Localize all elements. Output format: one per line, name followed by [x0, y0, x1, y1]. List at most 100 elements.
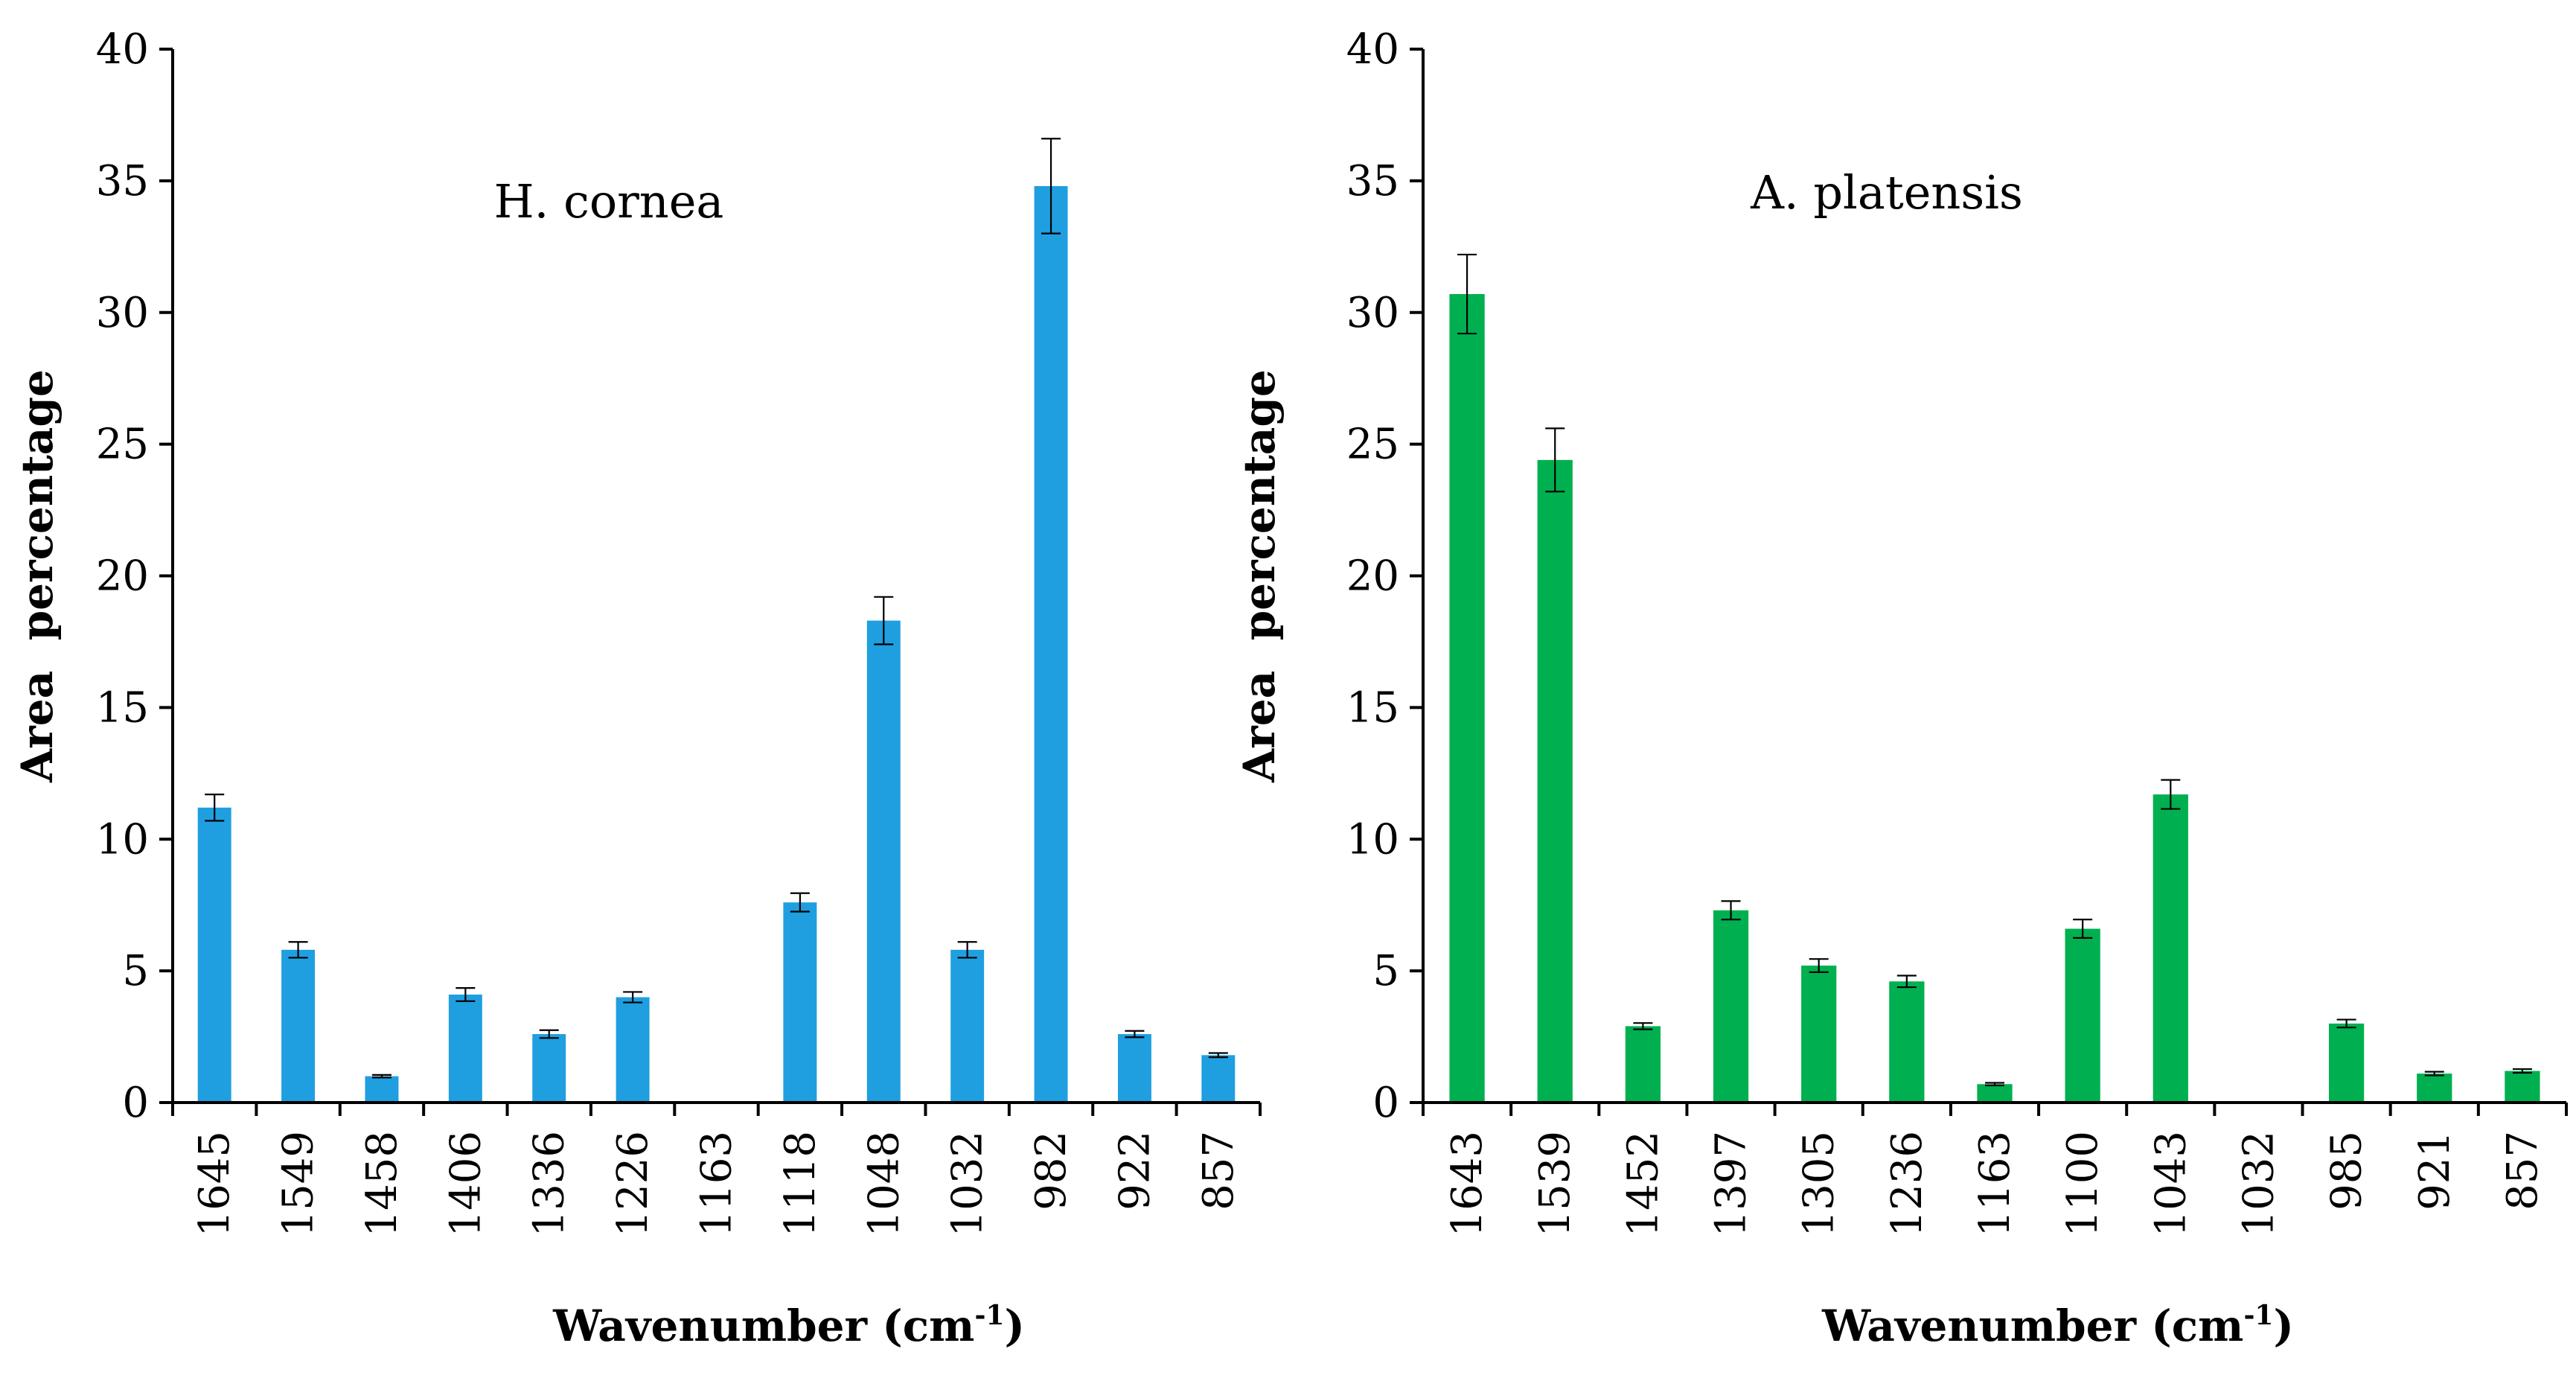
x-tick-label: 1397 [1707, 1131, 1756, 1237]
x-tick-label: 1549 [275, 1131, 323, 1237]
error-bar [2073, 919, 2093, 940]
error-bar [1896, 975, 1917, 989]
bar [1889, 981, 1925, 1103]
bar [448, 994, 482, 1103]
error-bar [790, 892, 810, 913]
x-tick-label: 1163 [1971, 1131, 2019, 1237]
x-tick-label: 1458 [358, 1131, 406, 1237]
x-tick-label: 921 [2411, 1131, 2459, 1210]
y-tick-label: 35 [96, 157, 149, 205]
bar [1713, 910, 1749, 1103]
x-tick-label: 982 [1027, 1131, 1076, 1210]
x-tick-label: 1236 [1883, 1131, 1931, 1237]
y-tick-label: 25 [1346, 421, 1399, 469]
bar [783, 902, 817, 1103]
bar [197, 807, 231, 1103]
bar [2065, 928, 2100, 1103]
x-tick-label: 857 [1195, 1131, 1243, 1210]
error-bar [623, 991, 643, 1004]
x-tick-label: 1043 [2147, 1131, 2195, 1237]
error-bar [2512, 1068, 2532, 1074]
x-tick-label: 985 [2323, 1131, 2371, 1210]
x-tick-label: 1226 [609, 1131, 657, 1237]
y-tick-label: 5 [122, 947, 149, 995]
error-bar [1125, 1030, 1145, 1039]
error-bar [1809, 958, 1829, 973]
chart-panel-a-platensis: 0 5 10 15 20 25 30 35 40 1643 1539 1452 1397 1305 1236… [1234, 25, 2568, 1351]
error-bar [1633, 1022, 1653, 1030]
y-tick-label: 40 [96, 25, 149, 74]
error-bar [288, 941, 308, 959]
y-tick-label: 15 [96, 683, 149, 732]
x-tick-label: 1118 [776, 1131, 825, 1237]
y-tick-label: 40 [1346, 25, 1399, 74]
series-annotation: A. platensis [1750, 165, 2023, 220]
y-tick-label: 10 [1346, 815, 1399, 864]
y-tick-label: 25 [96, 421, 149, 469]
error-bar [1457, 253, 1477, 335]
bar [1117, 1034, 1151, 1103]
series-annotation: H. cornea [494, 174, 724, 229]
bar [2328, 1023, 2365, 1103]
x-tick-label: 857 [2499, 1131, 2547, 1210]
bar [1537, 459, 1573, 1103]
x-tick-label: 1645 [191, 1131, 239, 1237]
y-tick-label: 0 [122, 1079, 149, 1127]
bar [532, 1034, 566, 1103]
bar [2152, 794, 2188, 1103]
x-tick-label: 1539 [1531, 1131, 1579, 1237]
x-axis-title: Wavenumber (cm-1) [1821, 1300, 2294, 1351]
error-bar [1545, 427, 1565, 493]
y-tick-label: 30 [1346, 289, 1399, 337]
bar [281, 949, 316, 1103]
y-axis-title: Area percentage [12, 369, 63, 783]
error-bar [205, 794, 225, 822]
error-bar [1041, 138, 1061, 235]
y-tick-label: 5 [1372, 947, 1399, 995]
y-tick-label: 15 [1346, 683, 1399, 732]
x-tick-label: 922 [1110, 1131, 1159, 1210]
y-tick-label: 35 [1346, 157, 1399, 205]
chart-panel-h-cornea: 0 5 10 15 20 25 30 35 40 1645 1549 1458 1406 1336 1226… [12, 25, 1262, 1351]
error-bar [874, 596, 894, 645]
y-tick-label: 20 [96, 552, 149, 601]
bar [1977, 1084, 2013, 1103]
bar [1625, 1026, 1661, 1103]
error-bar [2424, 1071, 2444, 1076]
error-bar [456, 987, 476, 1002]
x-tick-label: 1643 [1443, 1131, 1492, 1237]
bar [950, 949, 985, 1103]
x-tick-label: 1163 [693, 1131, 741, 1237]
x-tick-label: 1048 [860, 1131, 908, 1237]
x-tick-label: 1336 [525, 1131, 574, 1237]
x-tick-label: 1406 [441, 1131, 490, 1237]
x-axis-title: Wavenumber (cm-1) [552, 1300, 1025, 1351]
bar [365, 1076, 399, 1103]
bar [1201, 1055, 1236, 1103]
error-bar [1985, 1082, 2004, 1087]
x-tick-label: 1100 [2059, 1131, 2107, 1237]
error-bar [2336, 1018, 2356, 1029]
error-bar [539, 1029, 559, 1039]
bar [1034, 185, 1068, 1103]
x-tick-label: 1032 [2234, 1131, 2283, 1237]
bar [2417, 1074, 2452, 1103]
error-bar [371, 1074, 391, 1079]
y-tick-label: 20 [1346, 552, 1399, 601]
x-tick-label: 1305 [1795, 1131, 1844, 1237]
bar [2505, 1071, 2540, 1103]
y-tick-label: 10 [96, 815, 149, 864]
y-tick-label: 0 [1372, 1079, 1399, 1127]
x-tick-label: 1452 [1619, 1131, 1667, 1237]
error-bar [2161, 779, 2181, 810]
bar [866, 620, 901, 1103]
error-bar [1208, 1052, 1228, 1059]
error-bar [957, 941, 977, 959]
error-bar [1721, 900, 1741, 921]
y-tick-label: 30 [96, 289, 149, 337]
bar [616, 997, 650, 1103]
bar [1801, 966, 1837, 1103]
y-axis-title: Area percentage [1234, 369, 1285, 783]
